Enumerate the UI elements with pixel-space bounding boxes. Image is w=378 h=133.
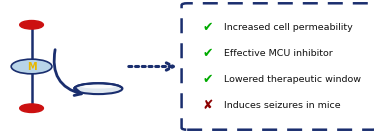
Ellipse shape xyxy=(82,85,115,89)
Text: ✘: ✘ xyxy=(202,99,213,112)
Text: Effective MCU inhibitor: Effective MCU inhibitor xyxy=(224,49,333,58)
Text: Lowered therapeutic window: Lowered therapeutic window xyxy=(224,75,361,84)
Ellipse shape xyxy=(20,104,43,113)
Text: Increased cell permeability: Increased cell permeability xyxy=(224,23,353,32)
Text: ✔: ✔ xyxy=(202,47,213,60)
Text: M: M xyxy=(27,61,36,72)
Text: ✔: ✔ xyxy=(202,73,213,86)
Text: ✔: ✔ xyxy=(202,21,213,34)
Text: Induces seizures in mice: Induces seizures in mice xyxy=(224,101,341,110)
Ellipse shape xyxy=(74,83,122,94)
Ellipse shape xyxy=(11,59,52,74)
Ellipse shape xyxy=(20,20,43,29)
